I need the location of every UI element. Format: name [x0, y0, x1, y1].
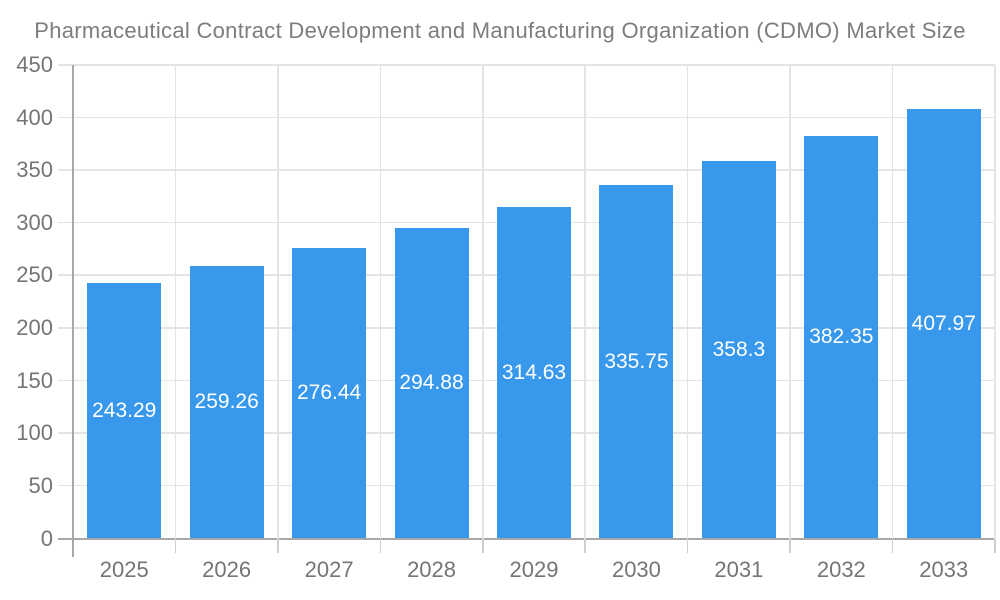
- x-axis-tick: [584, 538, 586, 553]
- chart-title: Pharmaceutical Contract Development and …: [34, 18, 966, 43]
- bar-value-label: 243.29: [92, 398, 157, 422]
- bar: [292, 247, 367, 539]
- bar-value-label: 407.97: [911, 311, 976, 335]
- bar: [189, 265, 264, 539]
- bar: [599, 185, 674, 539]
- x-gridline: [482, 65, 484, 539]
- bar-value-label: 314.63: [501, 360, 567, 384]
- x-axis-tick: [72, 538, 74, 557]
- x-tick-label: 2031: [714, 557, 764, 582]
- x-tick-label: 2029: [509, 557, 559, 582]
- x-axis-tick: [277, 538, 279, 553]
- x-tick-label: 2033: [919, 557, 969, 582]
- x-gridline: [891, 65, 894, 539]
- bar-value-label: 259.26: [194, 390, 259, 414]
- x-axis-tick: [482, 538, 484, 553]
- bar: [394, 228, 469, 539]
- x-axis-tick: [994, 538, 996, 553]
- y-tick-label: 100: [16, 420, 53, 446]
- x-tick-label: 2028: [407, 557, 457, 582]
- x-tick-label: 2032: [816, 557, 866, 582]
- x-gridline: [379, 65, 382, 539]
- x-tick-label: 2025: [99, 557, 149, 582]
- x-gridline: [686, 65, 689, 539]
- bar-value-label: 276.44: [296, 381, 362, 405]
- x-tick-label: 2027: [304, 557, 354, 582]
- bar: [497, 207, 571, 539]
- y-axis-line: [72, 65, 74, 539]
- x-gridline: [994, 65, 996, 539]
- bar-value-label: 358.3: [712, 337, 766, 361]
- y-tick-label: 50: [28, 472, 53, 498]
- y-gridline: [58, 64, 995, 66]
- y-tick-label: 150: [16, 367, 53, 393]
- x-axis-tick: [174, 538, 177, 553]
- y-gridline: [58, 116, 995, 119]
- y-gridline: [58, 169, 995, 171]
- y-tick-label: 250: [16, 262, 53, 288]
- bar: [87, 282, 162, 539]
- bar-value-label: 335.75: [604, 349, 669, 373]
- bar-value-label: 382.35: [809, 325, 874, 349]
- bar: [804, 136, 879, 539]
- bar: [906, 109, 981, 539]
- x-axis-tick: [891, 538, 894, 553]
- y-tick-label: 200: [16, 315, 53, 341]
- x-axis-tick: [379, 538, 382, 553]
- x-gridline: [174, 65, 177, 539]
- y-tick-label: 350: [16, 157, 53, 183]
- bar: [701, 161, 776, 539]
- y-tick-label: 300: [16, 209, 53, 235]
- x-axis-tick: [686, 538, 689, 553]
- x-tick-label: 2030: [611, 557, 661, 582]
- x-gridline: [277, 65, 279, 539]
- y-tick-label: 450: [16, 52, 53, 77]
- x-tick-label: 2026: [202, 557, 252, 582]
- x-axis-line: [58, 537, 995, 540]
- x-gridline: [789, 65, 791, 539]
- y-tick-label: 400: [16, 104, 53, 130]
- x-gridline: [584, 65, 586, 539]
- bar-value-label: 294.88: [399, 371, 464, 395]
- x-axis-tick: [789, 538, 791, 553]
- y-tick-label: 0: [40, 525, 53, 551]
